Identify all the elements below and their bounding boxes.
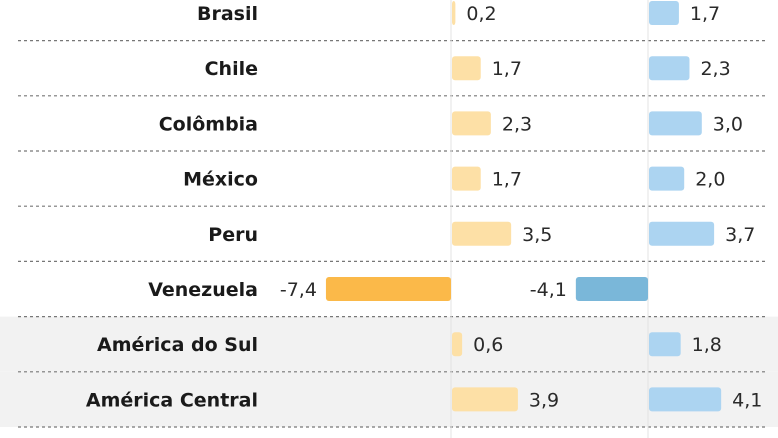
bar-series-1 xyxy=(452,111,491,136)
bar-series-2 xyxy=(649,111,702,136)
bar-series-1 xyxy=(452,56,481,81)
data-label: -4,1 xyxy=(530,279,567,301)
bar-series-1 xyxy=(452,166,481,191)
data-label: 1,7 xyxy=(492,169,522,191)
data-label: 3,5 xyxy=(522,224,552,246)
data-label: 2,0 xyxy=(695,169,725,191)
category-label: México xyxy=(183,169,258,191)
data-label: 3,7 xyxy=(725,224,755,246)
data-label: 1,7 xyxy=(690,3,720,25)
bar-series-1 xyxy=(452,332,463,357)
data-label: 2,3 xyxy=(502,113,532,135)
category-label: América do Sul xyxy=(97,334,258,356)
data-label: 2,3 xyxy=(700,58,730,80)
bar-series-2 xyxy=(649,56,690,81)
data-label: 0,2 xyxy=(466,3,496,25)
category-label: Colômbia xyxy=(159,113,258,135)
bar-series-2 xyxy=(649,221,715,246)
bar-series-2 xyxy=(649,387,722,412)
data-label: 1,7 xyxy=(492,58,522,80)
bar-series-2 xyxy=(649,1,679,25)
data-label: 3,0 xyxy=(713,113,743,135)
category-label: Peru xyxy=(208,224,258,246)
data-label: 0,6 xyxy=(473,334,503,356)
bar-series-2 xyxy=(649,332,681,357)
bar-series-2 xyxy=(575,277,648,301)
category-label: Venezuela xyxy=(148,279,258,301)
category-label: Brasil xyxy=(197,3,258,25)
bar-series-1 xyxy=(325,277,451,301)
data-label: -7,4 xyxy=(280,279,317,301)
category-label: América Central xyxy=(86,389,258,411)
bar-series-1 xyxy=(452,1,456,25)
data-label: 1,8 xyxy=(692,334,722,356)
data-label: 3,9 xyxy=(529,389,559,411)
bar-series-2 xyxy=(649,166,685,191)
category-label: Chile xyxy=(205,58,258,80)
bar-series-1 xyxy=(452,221,512,246)
data-label: 4,1 xyxy=(732,389,762,411)
bar-series-1 xyxy=(452,387,518,412)
